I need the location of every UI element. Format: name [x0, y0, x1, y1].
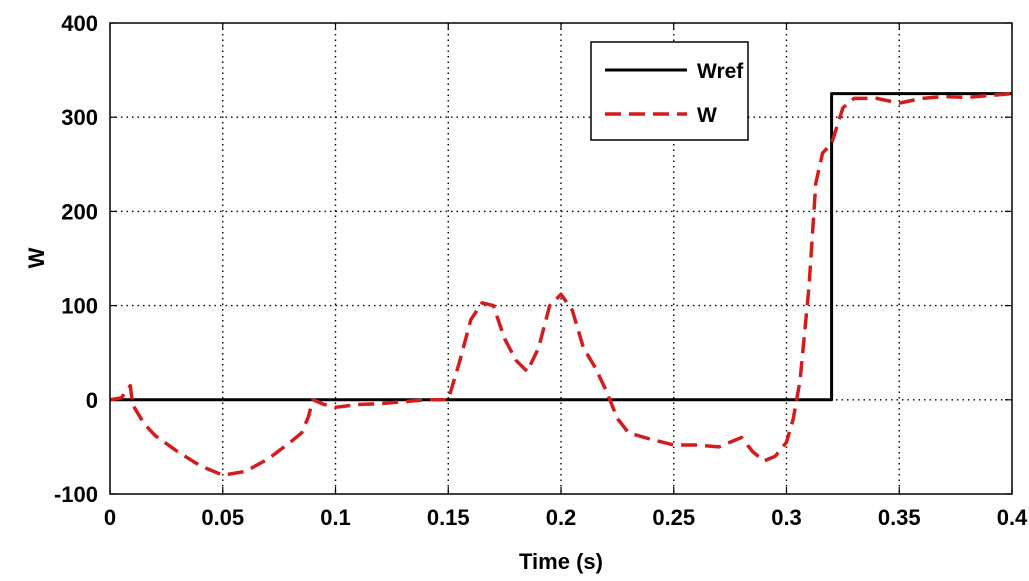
x-tick-label: 0.05 [201, 505, 244, 530]
y-tick-label: 0 [86, 388, 98, 413]
y-tick-label: -100 [54, 482, 98, 507]
x-tick-label: 0.4 [997, 505, 1028, 530]
x-tick-label: 0.25 [652, 505, 695, 530]
y-tick-label: 200 [61, 199, 98, 224]
y-tick-label: 400 [61, 11, 98, 36]
x-tick-label: 0.3 [771, 505, 802, 530]
x-tick-label: 0.15 [427, 505, 470, 530]
legend-label-wref: Wref [697, 60, 744, 83]
x-tick-labels: 0 0.05 0.1 0.15 0.2 0.25 0.3 0.35 0.4 [104, 505, 1028, 530]
x-tick-label: 0 [104, 505, 116, 530]
legend-box [591, 42, 748, 140]
y-tick-label: 100 [61, 294, 98, 319]
legend-label-w: W [697, 104, 717, 127]
y-tick-labels: -100 0 100 200 300 400 [54, 11, 98, 507]
legend: Wref W [591, 42, 748, 140]
x-axis-label: Time (s) [519, 549, 603, 574]
x-tick-label: 0.35 [878, 505, 921, 530]
x-tick-label: 0.1 [320, 505, 351, 530]
y-axis-label: W [24, 247, 49, 268]
x-tick-label: 0.2 [546, 505, 577, 530]
y-tick-label: 300 [61, 105, 98, 130]
